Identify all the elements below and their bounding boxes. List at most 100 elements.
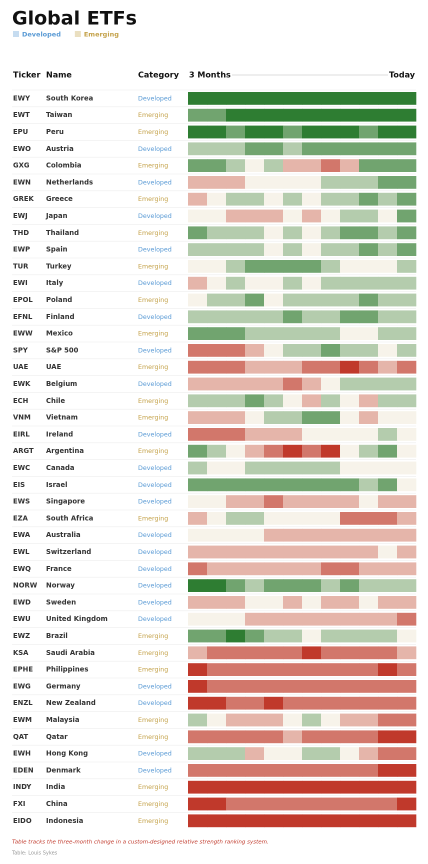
heat-cell [264, 92, 284, 105]
heat-cell [283, 545, 303, 559]
heat-cell [207, 545, 227, 559]
heat-cell [340, 545, 360, 559]
heat-cell [321, 428, 341, 441]
heat-cell [264, 428, 284, 441]
heat-cell [283, 327, 303, 340]
country: Sweden [46, 598, 76, 606]
heat-cell [397, 125, 417, 139]
heat-cell [188, 276, 208, 290]
heat-cell [359, 629, 379, 643]
heat-cell [378, 814, 398, 828]
heat-cell [207, 814, 227, 828]
ticker: EIDO [13, 817, 32, 825]
ticker: INDY [13, 783, 31, 791]
heat-cell [397, 663, 417, 676]
heat-cell [264, 226, 284, 240]
heat-cell [264, 344, 284, 357]
heat-cell [226, 260, 246, 273]
heat-cell [378, 444, 398, 458]
legend-swatch [13, 31, 19, 37]
country: Philippines [46, 666, 88, 674]
heat-cell [302, 260, 322, 273]
category: Developed [138, 381, 172, 388]
heat-cell [302, 730, 322, 744]
heat-cell [264, 495, 284, 508]
country: Singapore [46, 498, 85, 506]
heat-cell [359, 680, 379, 693]
heat-cell [378, 92, 398, 105]
heat-cell [302, 495, 322, 508]
heat-cell [302, 596, 322, 609]
legend-label: Developed [22, 31, 61, 39]
ticker: EWN [13, 178, 31, 186]
heat-cell [302, 663, 322, 676]
ticker: EPOL [13, 296, 33, 304]
heat-cell [378, 713, 398, 727]
ticker: EWP [13, 246, 30, 254]
heat-cell [321, 730, 341, 744]
heat-cell [302, 176, 322, 189]
heat-cell [226, 327, 246, 340]
heat-cell [321, 713, 341, 727]
heat-cell [397, 646, 417, 660]
heat-cell [302, 528, 322, 542]
heat-cell [264, 780, 284, 794]
heat-cell [283, 260, 303, 273]
category: Emerging [138, 129, 168, 136]
country: Turkey [46, 262, 72, 270]
country: Vietnam [46, 414, 78, 422]
heat-cell [264, 444, 284, 458]
heat-cell [378, 360, 398, 374]
heat-cell [226, 579, 246, 592]
heat-cell [207, 444, 227, 458]
heat-cell [359, 747, 379, 760]
heat-cell [378, 260, 398, 273]
heat-cell [340, 629, 360, 643]
heat-cell [397, 310, 417, 324]
category: Emerging [138, 398, 168, 405]
country: Japan [45, 212, 68, 220]
heat-cell [340, 747, 360, 760]
heat-cell [302, 612, 322, 626]
heat-cell [245, 730, 265, 744]
heat-cell [283, 226, 303, 240]
category: Emerging [138, 801, 168, 808]
heat-cell [321, 495, 341, 508]
heat-cell [302, 646, 322, 660]
heat-cell [397, 377, 417, 391]
ticker: THD [13, 229, 29, 237]
heat-cell [321, 680, 341, 693]
heat-cell [283, 176, 303, 189]
heat-cell [188, 428, 208, 441]
heat-cell [321, 108, 341, 122]
heat-cell [188, 176, 208, 189]
heat-cell [397, 528, 417, 542]
heat-cell [302, 747, 322, 760]
heat-cell [359, 663, 379, 676]
heat-cell [264, 142, 284, 156]
heat-cell [359, 730, 379, 744]
heat-cell [302, 545, 322, 559]
heat-cell [226, 797, 246, 811]
country: Austria [46, 145, 74, 153]
heat-cell [188, 696, 208, 710]
heat-cell [321, 612, 341, 626]
heat-cell [207, 478, 227, 492]
category: Emerging [138, 331, 168, 338]
heat-cell [321, 596, 341, 609]
heat-cell [283, 310, 303, 324]
country: Argentina [46, 447, 84, 455]
heat-cell [226, 512, 246, 525]
country: Finland [46, 313, 75, 321]
heat-cell [378, 310, 398, 324]
heat-cell [226, 646, 246, 660]
heat-cell [283, 478, 303, 492]
country: Israel [46, 481, 67, 489]
heat-cell [188, 663, 208, 676]
heat-cell [321, 192, 341, 206]
heat-cell [245, 646, 265, 660]
heat-cell [340, 92, 360, 105]
heat-cell [302, 327, 322, 340]
heat-cell [226, 713, 246, 727]
heat-cell [245, 377, 265, 391]
